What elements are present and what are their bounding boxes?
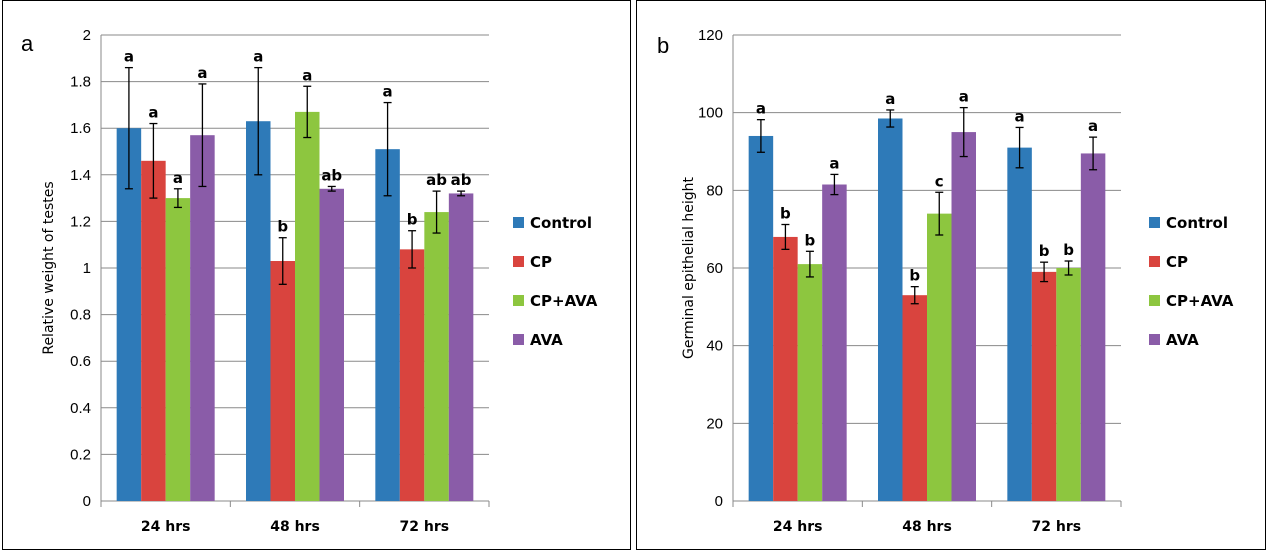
bar-cp (399, 249, 425, 501)
y-tick-label: 120 (698, 27, 723, 44)
bar-control (1007, 147, 1032, 501)
chart-panel-b: b 0 20 40 60 80 100 120 Germinal epithelial heig… (636, 0, 1266, 550)
bar-ava (822, 184, 847, 501)
significance-label: c (935, 172, 944, 190)
significance-label: ab (321, 166, 342, 184)
y-axis-title: Germinal epithelial height (681, 177, 697, 359)
significance-label: a (173, 169, 183, 187)
y-tick-label: 1.4 (70, 167, 91, 184)
significance-label: a (1015, 107, 1025, 125)
y-tick-label: 0.8 (70, 307, 91, 324)
significance-label: ab (426, 171, 447, 189)
bar-cp (1031, 271, 1057, 501)
bar-ava (190, 135, 215, 501)
significance-label: b (277, 218, 288, 236)
significance-label: b (780, 205, 791, 223)
legend-label: CP+AVA (530, 292, 598, 310)
legend-swatch (513, 334, 524, 345)
x-category-label: 24 hrs (773, 519, 823, 535)
bar-cp-ava (165, 198, 191, 501)
bar-cp-ava (927, 213, 952, 501)
significance-label: a (253, 48, 263, 66)
legend-swatch (1149, 334, 1160, 345)
significance-label: a (756, 100, 766, 118)
significance-label: b (1039, 242, 1050, 260)
bar-cp-ava (1056, 268, 1081, 501)
x-category-label: 72 hrs (400, 519, 450, 535)
bar-control (116, 128, 142, 501)
bar-control (878, 118, 903, 501)
significance-label: a (829, 154, 839, 172)
significance-label: b (1063, 241, 1074, 259)
significance-label: a (383, 83, 393, 101)
legend-label: AVA (1166, 331, 1199, 349)
legend-swatch (1149, 295, 1160, 306)
legend-label: AVA (530, 331, 563, 349)
y-tick-label: 40 (706, 338, 723, 355)
bar-cp-ava (424, 212, 449, 501)
y-tick-label: 0 (715, 493, 723, 510)
legend-swatch (1149, 217, 1160, 228)
chart-b-svg: b 0 20 40 60 80 100 120 Germinal epithelial heig… (657, 27, 1234, 535)
legend-label: Control (1166, 214, 1228, 232)
bar-control (246, 121, 271, 502)
y-tick-label: 20 (706, 415, 723, 432)
legend-label: Control (530, 214, 592, 232)
y-tick-label: 1 (83, 260, 91, 277)
significance-label: a (885, 90, 895, 108)
bar-ava (1080, 153, 1106, 502)
y-tick-label: 0.4 (70, 400, 91, 417)
y-tick-label: 0 (83, 493, 91, 510)
bar-cp (902, 295, 927, 501)
bar-cp-ava (797, 264, 823, 501)
significance-label: a (959, 88, 969, 106)
y-tick-label: 1.2 (70, 213, 91, 230)
bar-ava (319, 188, 344, 501)
y-tick-label: 1.8 (70, 74, 91, 91)
y-tick-label: 60 (706, 260, 723, 277)
significance-label: b (407, 211, 418, 229)
legend-label: CP (1166, 253, 1188, 271)
significance-label: a (124, 48, 134, 66)
bar-ava (951, 132, 976, 502)
legend-label: CP+AVA (1166, 292, 1234, 310)
bar-ava (448, 193, 474, 501)
y-tick-label: 0.6 (70, 353, 91, 370)
chart-a-svg: a 0 0.2 0.4 0.6 0.8 1 1.2 1.4 1.6 1.8 2 Relative wei… (21, 27, 598, 535)
bar-cp (270, 261, 295, 501)
legend-label: CP (530, 253, 552, 271)
significance-label: ab (451, 171, 472, 189)
bar-cp (773, 236, 798, 501)
y-tick-label: 2 (83, 27, 91, 44)
y-tick-label: 100 (698, 105, 723, 122)
chart-panel-a: a 0 0.2 0.4 0.6 0.8 1 1.2 1.4 1.6 1.8 2 Relative wei… (2, 0, 631, 550)
significance-label: a (197, 64, 207, 82)
panel-label: a (21, 31, 34, 56)
x-category-label: 72 hrs (1032, 519, 1082, 535)
significance-label: b (909, 267, 920, 285)
legend-swatch (513, 217, 524, 228)
significance-label: a (302, 66, 312, 84)
bar-cp-ava (295, 111, 320, 501)
significance-label: b (805, 231, 816, 249)
x-category-label: 24 hrs (141, 519, 191, 535)
y-tick-label: 1.6 (70, 120, 91, 137)
legend-swatch (513, 295, 524, 306)
bar-control (375, 149, 400, 502)
y-axis-title: Relative weight of testes (41, 181, 57, 354)
significance-label: a (148, 104, 158, 122)
legend-swatch (513, 256, 524, 267)
x-category-label: 48 hrs (270, 519, 320, 535)
y-tick-label: 80 (706, 182, 723, 199)
x-category-label: 48 hrs (902, 519, 952, 535)
bar-cp (141, 160, 166, 501)
bar-control (748, 135, 774, 501)
y-tick-label: 0.2 (70, 446, 91, 463)
legend-swatch (1149, 256, 1160, 267)
panel-label: b (657, 33, 669, 58)
significance-label: a (1088, 117, 1098, 135)
